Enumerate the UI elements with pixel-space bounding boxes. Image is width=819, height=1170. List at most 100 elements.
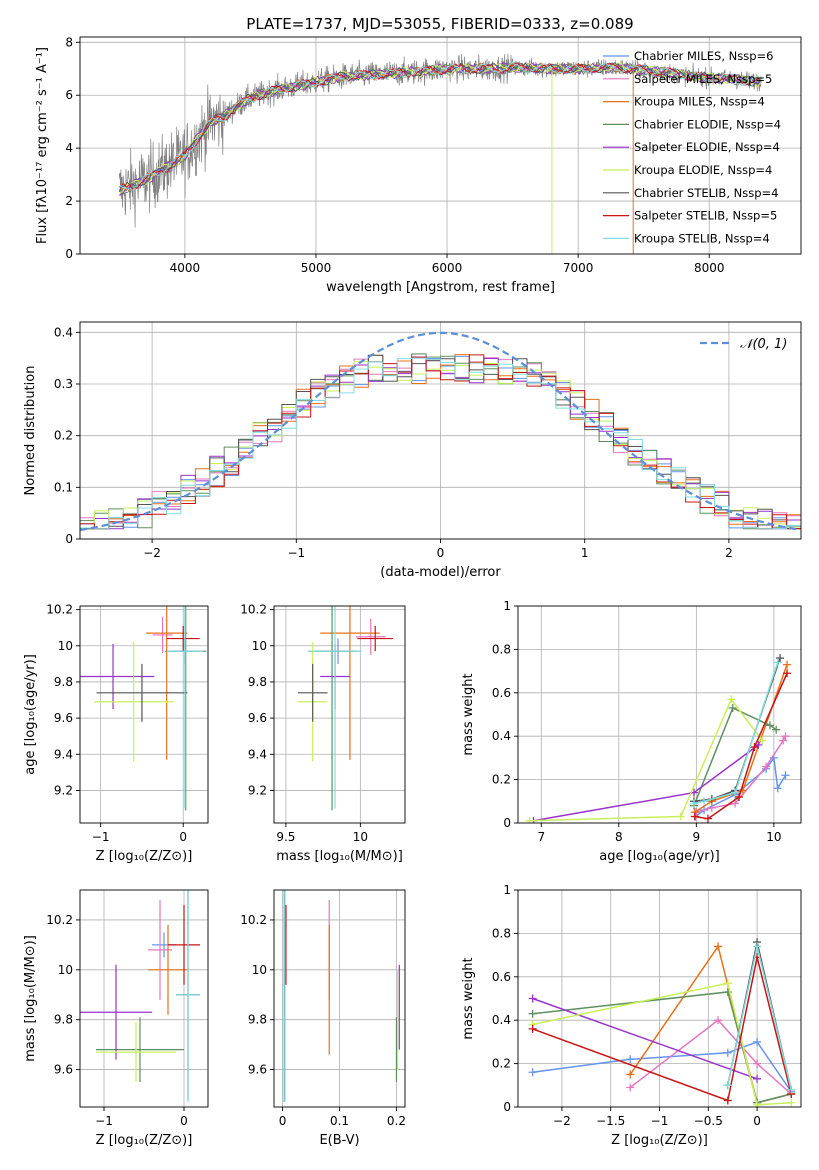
series-line	[532, 991, 792, 1104]
y-tick-label: 6	[65, 88, 73, 102]
x-tick-label: −1	[92, 830, 110, 844]
panel-age-Z: −1 0 9.2 9.4 9.6 9.8 10 10.2 Z [log₁₀(Z/Z⊙)] age …	[23, 603, 209, 864]
x-tick-label: 7	[537, 830, 545, 844]
x-tick-label: −1	[287, 546, 305, 560]
x-tick-label: 8	[615, 830, 623, 844]
errorbar-point	[357, 625, 394, 652]
series-marker	[626, 1083, 635, 1092]
errorbar-point	[80, 643, 155, 710]
y-tick-label: 9.6	[54, 711, 73, 725]
series-marker	[690, 812, 699, 821]
series-marker	[779, 736, 788, 745]
panel-weight-age: 7 8 9 10 0 0.2 0.4 0.6 0.8 1 age [log₁₀(age/yr)] ma…	[461, 599, 802, 864]
series-marker	[773, 784, 782, 793]
plot-area	[518, 890, 801, 1107]
errorbar-point	[297, 663, 328, 722]
series-marker	[731, 799, 740, 808]
series-marker	[723, 1096, 732, 1105]
errorbar-point	[166, 625, 200, 652]
series-marker	[728, 703, 737, 712]
y-tick-label: 0	[65, 247, 73, 261]
y-tick-label: 1	[503, 883, 511, 897]
series-marker	[723, 1048, 732, 1057]
y-tick-label: 0	[65, 532, 73, 546]
series-marker	[783, 660, 792, 669]
grid	[274, 890, 405, 1107]
series-marker	[776, 654, 785, 663]
x-tick-label: 0	[179, 830, 187, 844]
weight-series	[690, 703, 781, 810]
panel-weight-Z: −2 −1.5 −1 −0.5 0 0 0.2 0.4 0.6 0.8 1 Z [log₁₀(Z/Z⊙…	[461, 883, 802, 1148]
axes-frame	[79, 605, 209, 824]
legend-label: Salpeter MILES, Nssp=5	[634, 72, 772, 86]
weight-series	[690, 658, 782, 808]
plot-area	[80, 322, 801, 539]
y-tick-label: 9.4	[54, 747, 73, 761]
x-tick-label: 9	[693, 830, 701, 844]
series-line	[693, 706, 777, 806]
x-axis-label: mass [log₁₀(M/M⊙)]	[276, 849, 403, 864]
y-tick-label: 9.6	[248, 711, 267, 725]
errorbar-point	[152, 616, 173, 654]
series-marker	[727, 695, 736, 704]
series-marker	[753, 1100, 762, 1107]
series-marker	[781, 732, 790, 741]
y-axis-label: age [log₁₀(age/yr)]	[23, 654, 38, 775]
panel-residuals: 𝒩(0, 1) −2 −1 0 1 2 0 0.1 0.2 0.3 0.4 (data-model)/…	[23, 321, 802, 580]
y-tick-label: 0	[503, 1100, 511, 1114]
y-tick-label: 2	[65, 194, 73, 208]
weight-series	[690, 669, 792, 823]
series-marker	[787, 1085, 796, 1094]
errorbar-point	[146, 606, 188, 760]
series-marker	[762, 762, 771, 771]
weight-series	[690, 660, 792, 817]
y-tick-label: 10	[252, 963, 267, 977]
series-marker	[700, 797, 709, 806]
series-marker	[723, 1081, 732, 1090]
errorbar-point	[166, 606, 204, 809]
errorbar-point	[168, 904, 200, 985]
x-tick-label: 8000	[694, 261, 725, 275]
x-tick-label: −0.5	[694, 1114, 723, 1128]
legend-label: Kroupa STELIB, Nssp=4	[634, 231, 770, 245]
series-marker	[676, 812, 685, 821]
axes-frame	[79, 889, 209, 1108]
series-marker	[626, 1055, 635, 1064]
weight-series	[528, 979, 796, 1107]
weight-series	[723, 942, 796, 1094]
series-marker	[626, 1070, 635, 1079]
series-marker	[525, 816, 534, 823]
series-marker	[783, 669, 792, 678]
x-tick-label: −1.5	[596, 1114, 625, 1128]
series-marker	[528, 1009, 537, 1018]
x-tick-label: 7000	[563, 261, 594, 275]
series-line	[694, 664, 788, 813]
axes-frame	[79, 36, 802, 255]
x-tick-label: −2	[553, 1114, 571, 1128]
y-tick-label: 0.8	[492, 926, 511, 940]
plot-area	[80, 890, 208, 1107]
errorbar-point	[320, 606, 380, 760]
legend-label: Kroupa MILES, Nssp=4	[634, 95, 765, 109]
panel-spectrum: Chabrier MILES, Nssp=6 Salpeter MILES, Ns…	[35, 35, 802, 295]
y-tick-label: 0.2	[492, 773, 511, 787]
y-tick-label: 9.6	[248, 1063, 267, 1077]
x-tick-label: −1	[651, 1114, 669, 1128]
series-marker	[772, 725, 781, 734]
x-tick-label: 5000	[301, 261, 332, 275]
legend-label: Kroupa ELODIE, Nssp=4	[634, 163, 772, 177]
series-line	[532, 982, 792, 1106]
y-tick-label: 9.8	[248, 1013, 267, 1027]
y-tick-label: 0.2	[492, 1057, 511, 1071]
y-axis-label: mass weight	[461, 957, 476, 1039]
series-marker	[750, 743, 759, 752]
y-tick-label: 0.6	[492, 970, 511, 984]
y-tick-label: 4	[65, 141, 73, 155]
x-axis-label: E(B-V)	[319, 1133, 359, 1148]
y-tick-label: 1	[503, 599, 511, 613]
y-tick-label: 9.8	[54, 675, 73, 689]
series-marker	[738, 786, 747, 795]
series-line	[529, 697, 763, 822]
series-marker	[787, 1098, 796, 1107]
